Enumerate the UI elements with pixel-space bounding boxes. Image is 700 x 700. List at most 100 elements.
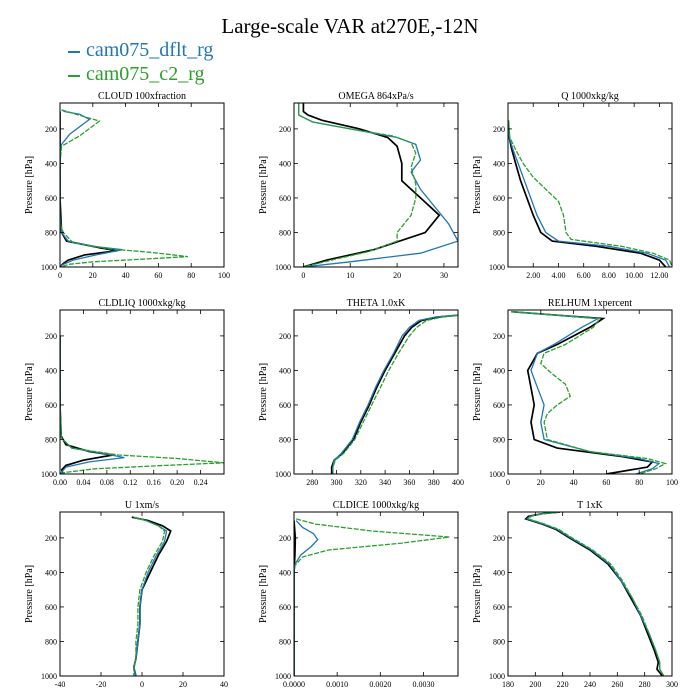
series-line-c2	[508, 120, 672, 267]
x-tick-label: 240	[584, 680, 596, 689]
legend-swatch-dflt	[68, 51, 80, 53]
y-tick-label: 600	[45, 194, 57, 203]
y-tick-label: 600	[493, 401, 505, 410]
y-tick-label: 1000	[41, 263, 57, 272]
series-line-c2	[511, 311, 668, 474]
y-tick-label: 600	[493, 194, 505, 203]
y-tick-label: 1000	[275, 263, 291, 272]
series-line-dflt	[508, 120, 671, 267]
x-tick-label: 0.04	[76, 478, 90, 487]
x-tick-label: 380	[428, 478, 440, 487]
panel-3: Q 1000xkg/kg Pressure [hPa] 200 400 600 800 10…	[472, 91, 673, 280]
x-tick-label: 60	[154, 271, 162, 280]
x-tick-label: 0.20	[170, 478, 184, 487]
series-line-obs	[302, 103, 441, 267]
x-tick-label: 40	[570, 478, 578, 487]
y-tick-label: 200	[279, 125, 291, 134]
x-tick-label: 400	[452, 478, 464, 487]
y-tick-label: 200	[279, 534, 291, 543]
series-line-obs	[524, 512, 664, 676]
series-line-dflt	[511, 311, 661, 474]
figure-title: Large-scale VAR at270E,-12N	[221, 14, 479, 38]
y-tick-label: 800	[493, 228, 505, 237]
y-tick-label: 800	[45, 228, 57, 237]
y-axis-label: Pressure [hPa]	[472, 565, 483, 623]
x-tick-label: 30	[440, 271, 448, 280]
panel-title: THETA 1.0xK	[347, 298, 406, 309]
y-tick-label: 800	[45, 435, 57, 444]
y-axis-label: Pressure [hPa]	[24, 565, 35, 623]
y-tick-label: 1000	[41, 672, 57, 681]
y-tick-label: 800	[279, 228, 291, 237]
series-line-dflt	[294, 520, 319, 676]
y-tick-label: 400	[279, 366, 291, 375]
y-tick-label: 600	[493, 603, 505, 612]
plot-frame	[507, 309, 673, 475]
x-tick-label: 280	[306, 478, 318, 487]
panel-title: U 1xm/s	[125, 500, 159, 511]
series-line-dflt	[525, 512, 665, 676]
y-tick-label: 800	[279, 637, 291, 646]
x-tick-label: 0	[506, 478, 510, 487]
y-axis-label: Pressure [hPa]	[24, 363, 35, 421]
x-tick-label: 6.00	[577, 271, 591, 280]
x-tick-label: 300	[331, 478, 343, 487]
x-tick-label: 320	[355, 478, 367, 487]
y-tick-label: 200	[45, 534, 57, 543]
y-tick-label: 200	[493, 332, 505, 341]
y-tick-label: 200	[493, 125, 505, 134]
y-tick-label: 1000	[41, 470, 57, 479]
series-line-c2	[133, 516, 166, 676]
y-axis-label: Pressure [hPa]	[472, 156, 483, 214]
x-tick-label: 0.24	[194, 478, 208, 487]
x-tick-label: 360	[403, 478, 415, 487]
y-tick-label: 600	[45, 401, 57, 410]
y-tick-label: 400	[493, 159, 505, 168]
plot-frame	[507, 511, 673, 677]
series-line-dflt	[60, 109, 123, 267]
y-tick-label: 600	[279, 603, 291, 612]
plot-frame	[59, 102, 225, 268]
x-tick-label: 0.00	[53, 478, 67, 487]
y-axis-label: Pressure [hPa]	[472, 363, 483, 421]
x-tick-label: 100	[666, 478, 678, 487]
series-line-c2	[294, 518, 450, 676]
x-tick-label: 0	[140, 680, 144, 689]
y-tick-label: 1000	[489, 672, 505, 681]
panel-5: THETA 1.0xK Pressure [hPa] 200 400 600 800 100…	[258, 298, 464, 487]
y-tick-label: 400	[279, 159, 291, 168]
x-tick-label: 80	[187, 271, 195, 280]
x-tick-label: 200	[529, 680, 541, 689]
x-tick-label: 100	[218, 271, 230, 280]
y-tick-label: 400	[45, 568, 57, 577]
legend: cam075_dflt_rg cam075_c2_rg	[68, 38, 213, 86]
y-tick-label: 800	[279, 435, 291, 444]
panel-title: T 1xK	[577, 500, 603, 511]
y-tick-label: 1000	[275, 672, 291, 681]
plot-frame	[293, 309, 459, 475]
y-tick-label: 1000	[489, 263, 505, 272]
x-tick-label: 0.0010	[326, 680, 348, 689]
x-tick-label: 0.08	[100, 478, 114, 487]
x-tick-label: 0.16	[147, 478, 161, 487]
y-axis-label: Pressure [hPa]	[258, 363, 269, 421]
panel-8: CLDICE 1000xkg/kg Pressure [hPa] 200 400 600…	[258, 500, 459, 689]
y-tick-label: 400	[45, 159, 57, 168]
y-tick-label: 1000	[489, 470, 505, 479]
panel-title: CLDLIQ 1000xkg/kg	[99, 298, 186, 309]
x-tick-label: 20	[89, 271, 97, 280]
series-line-c2	[527, 512, 665, 676]
y-tick-label: 600	[279, 194, 291, 203]
x-tick-label: 20	[537, 478, 545, 487]
y-tick-label: 400	[279, 568, 291, 577]
x-tick-label: 40	[122, 271, 130, 280]
x-tick-label: 10.00	[625, 271, 643, 280]
x-tick-label: 180	[502, 680, 514, 689]
x-tick-label: 0.0020	[369, 680, 391, 689]
legend-label: cam075_dflt_rg	[86, 39, 214, 61]
y-tick-label: 600	[279, 401, 291, 410]
